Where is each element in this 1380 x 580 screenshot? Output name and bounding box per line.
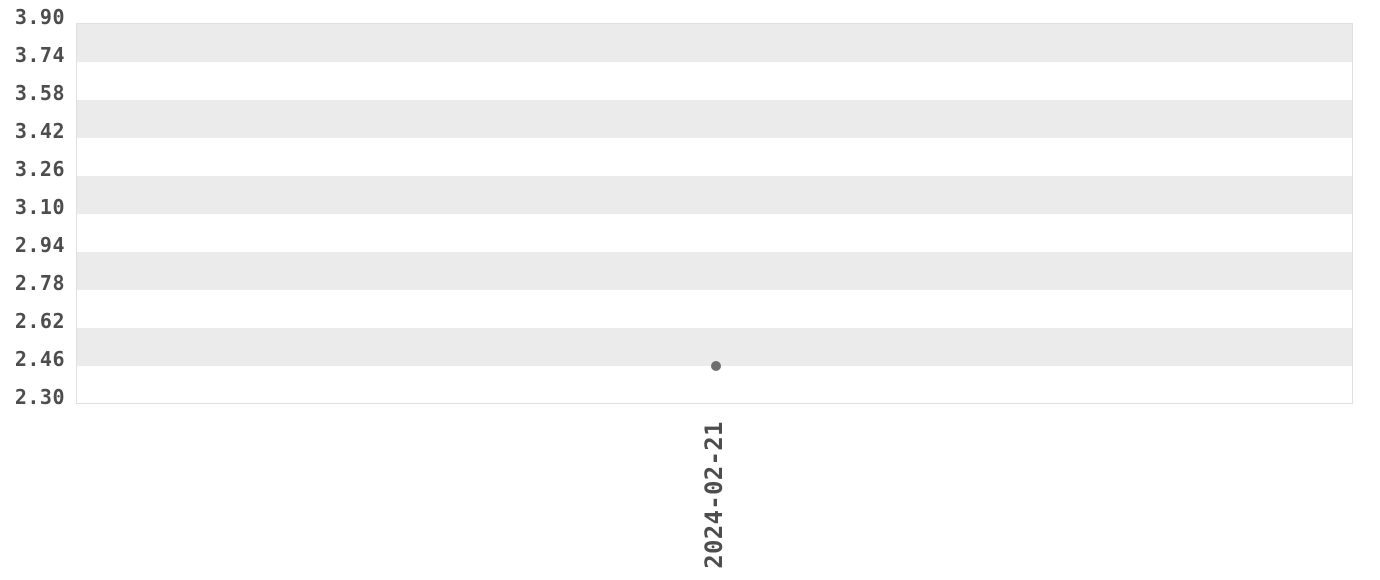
y-tick-label: 3.26: [14, 156, 65, 181]
y-tick-label: 3.42: [14, 118, 65, 143]
data-point[interactable]: [710, 361, 721, 371]
y-tick-label: 2.30: [14, 384, 65, 409]
y-tick-label: 2.46: [14, 346, 65, 371]
plot-area: [76, 23, 1353, 404]
y-tick-label: 3.90: [14, 4, 65, 29]
y-tick-label: 3.58: [14, 80, 65, 105]
y-tick-label: 2.78: [14, 270, 65, 295]
y-tick-label: 3.10: [14, 194, 65, 219]
x-tick-label-date: 2024-02-21: [700, 421, 728, 569]
y-tick-label: 3.74: [14, 42, 65, 67]
y-tick-label: 2.62: [14, 308, 65, 333]
y-tick-label: 2.94: [14, 232, 65, 257]
